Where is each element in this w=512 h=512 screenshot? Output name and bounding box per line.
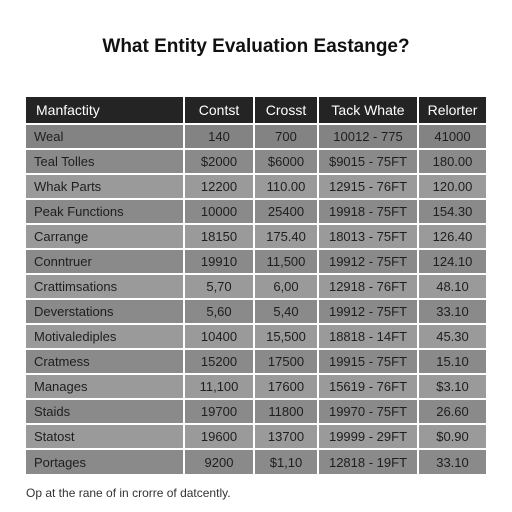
header-row: Manfactity Contst Crosst Tack Whate Relo… <box>26 97 486 124</box>
evaluation-table: Manfactity Contst Crosst Tack Whate Relo… <box>26 97 486 474</box>
table-cell: $6000 <box>254 148 319 174</box>
row-label-cell: Staids <box>26 398 185 424</box>
table-cell: 18150 <box>184 223 255 249</box>
column-header: Contst <box>184 97 255 124</box>
row-label-cell: Motivalediples <box>26 323 185 349</box>
table-cell: 33.10 <box>418 448 486 474</box>
table-cell: 11,100 <box>184 373 255 399</box>
table-cell: $0.90 <box>418 423 486 449</box>
row-label-cell: Whak Parts <box>26 173 185 199</box>
table-cell: 120.00 <box>418 173 486 199</box>
table-cell: 17500 <box>254 348 319 374</box>
table-cell: 18013 - 75FT <box>318 223 419 249</box>
table-body: Weal 140 700 10012 - 775 41000 Teal Tolles $20… <box>26 123 486 474</box>
table-cell: 180.00 <box>418 148 486 174</box>
page-title: What Entity Evaluation Eastange? <box>102 36 410 57</box>
table-cell: 126.40 <box>418 223 486 249</box>
column-header: Crosst <box>254 97 319 124</box>
table-cell: 6,00 <box>254 273 319 299</box>
row-label-cell: Manages <box>26 373 185 399</box>
table-cell: $1,10 <box>254 448 319 474</box>
table-cell: 41000 <box>418 123 486 149</box>
table-cell: 11800 <box>254 398 319 424</box>
footnote: Op at the rane of in crorre of datcently… <box>26 486 231 500</box>
table-cell: 12200 <box>184 173 255 199</box>
table-cell: 175.40 <box>254 223 319 249</box>
table-cell: 9200 <box>184 448 255 474</box>
table-row: Portages 9200 $1,10 12818 - 19FT 33.10 <box>26 448 486 474</box>
table-row: Motivalediples 10400 15,500 18818 - 14FT 45.… <box>26 323 486 349</box>
table-row: Cratmess 15200 17500 19915 - 75FT 15.10 <box>26 348 486 374</box>
table-row: Deverstations 5,60 5,40 19912 - 75FT 33.10 <box>26 298 486 324</box>
table-cell: 33.10 <box>418 298 486 324</box>
table-cell: 15200 <box>184 348 255 374</box>
table-row: Manages 11,100 17600 15619 - 76FT $3.10 <box>26 373 486 399</box>
table-cell: 19912 - 75FT <box>318 248 419 274</box>
table-cell: 12915 - 76FT <box>318 173 419 199</box>
table-cell: 5,70 <box>184 273 255 299</box>
table-row: Crattimsations 5,70 6,00 12918 - 76FT 48.10 <box>26 273 486 299</box>
table-cell: 5,60 <box>184 298 255 324</box>
table-row: Peak Functions 10000 25400 19918 - 75FT 154.… <box>26 198 486 224</box>
table-cell: 15619 - 76FT <box>318 373 419 399</box>
row-label-cell: Conntruer <box>26 248 185 274</box>
row-label-cell: Cratmess <box>26 348 185 374</box>
table-cell: 18818 - 14FT <box>318 323 419 349</box>
table-row: Staids 19700 11800 19970 - 75FT 26.60 <box>26 398 486 424</box>
row-label-cell: Peak Functions <box>26 198 185 224</box>
table-cell: 10000 <box>184 198 255 224</box>
table-cell: 19918 - 75FT <box>318 198 419 224</box>
row-label-cell: Weal <box>26 123 185 149</box>
table-cell: 25400 <box>254 198 319 224</box>
table-cell: 19915 - 75FT <box>318 348 419 374</box>
table-cell: 19700 <box>184 398 255 424</box>
table-cell: 26.60 <box>418 398 486 424</box>
table-row: Statost 19600 13700 19999 - 29FT $0.90 <box>26 423 486 449</box>
table-cell: 12918 - 76FT <box>318 273 419 299</box>
table-header: Manfactity Contst Crosst Tack Whate Relo… <box>26 97 486 124</box>
table-cell: 19970 - 75FT <box>318 398 419 424</box>
table-cell: 700 <box>254 123 319 149</box>
row-label-cell: Teal Tolles <box>26 148 185 174</box>
row-label-cell: Deverstations <box>26 298 185 324</box>
table-cell: 19912 - 75FT <box>318 298 419 324</box>
table-row: Carrange 18150 175.40 18013 - 75FT 126.40 <box>26 223 486 249</box>
table-row: Weal 140 700 10012 - 775 41000 <box>26 123 486 149</box>
table-cell: 13700 <box>254 423 319 449</box>
row-label-cell: Carrange <box>26 223 185 249</box>
table-cell: $9015 - 75FT <box>318 148 419 174</box>
table-cell: 110.00 <box>254 173 319 199</box>
table-cell: 19910 <box>184 248 255 274</box>
table-cell: 10400 <box>184 323 255 349</box>
column-header: Manfactity <box>26 97 185 124</box>
table-row: Conntruer 19910 11,500 19912 - 75FT 124.10 <box>26 248 486 274</box>
table-cell: 15.10 <box>418 348 486 374</box>
table-cell: 19600 <box>184 423 255 449</box>
table-cell: 17600 <box>254 373 319 399</box>
table-cell: 15,500 <box>254 323 319 349</box>
table-cell: 154.30 <box>418 198 486 224</box>
column-header: Tack Whate <box>318 97 419 124</box>
table-cell: 11,500 <box>254 248 319 274</box>
row-label-cell: Crattimsations <box>26 273 185 299</box>
table-cell: 45.30 <box>418 323 486 349</box>
table-cell: 19999 - 29FT <box>318 423 419 449</box>
table-row: Teal Tolles $2000 $6000 $9015 - 75FT 180.00 <box>26 148 486 174</box>
table-cell: $3.10 <box>418 373 486 399</box>
table-cell: 12818 - 19FT <box>318 448 419 474</box>
table-cell: 124.10 <box>418 248 486 274</box>
table-cell: $2000 <box>184 148 255 174</box>
table-cell: 140 <box>184 123 255 149</box>
table-row: Whak Parts 12200 110.00 12915 - 76FT 120.00 <box>26 173 486 199</box>
table-cell: 48.10 <box>418 273 486 299</box>
table-cell: 10012 - 775 <box>318 123 419 149</box>
column-header: Relorter <box>418 97 486 124</box>
table-cell: 5,40 <box>254 298 319 324</box>
row-label-cell: Portages <box>26 448 185 474</box>
row-label-cell: Statost <box>26 423 185 449</box>
